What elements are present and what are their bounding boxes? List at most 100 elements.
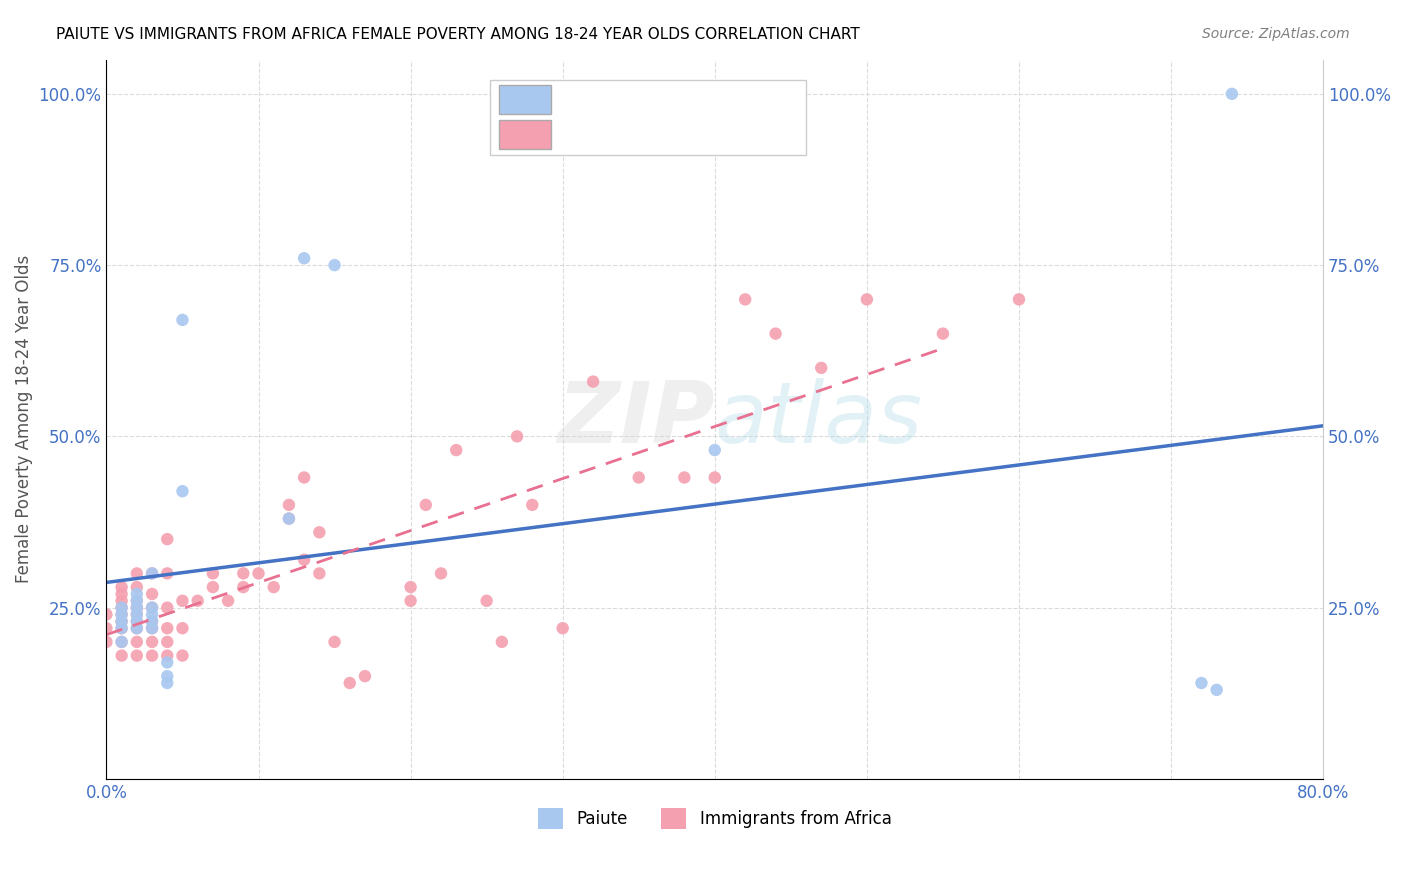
Y-axis label: Female Poverty Among 18-24 Year Olds: Female Poverty Among 18-24 Year Olds [15,255,32,583]
Legend: Paiute, Immigrants from Africa: Paiute, Immigrants from Africa [531,802,898,835]
Point [125,600,148,615]
Point [96,607,118,622]
Point [125,587,148,601]
Point [125,580,148,594]
Point [444,443,467,458]
Point [125,607,148,622]
Point [201,566,224,581]
Point [323,635,346,649]
Point [673,470,696,484]
Point [263,580,285,594]
Point [734,293,756,307]
Point [172,313,194,327]
Point [627,470,650,484]
Point [582,375,605,389]
Point [141,615,163,629]
Point [96,635,118,649]
Point [1220,87,1243,101]
Point [111,621,134,635]
Point [247,566,270,581]
Point [125,621,148,635]
Point [111,615,134,629]
Point [339,676,361,690]
Point [201,580,224,594]
Point [522,498,544,512]
Point [125,621,148,635]
Point [292,470,315,484]
Point [111,635,134,649]
Point [96,621,118,635]
Point [125,594,148,608]
Point [323,258,346,272]
Point [111,648,134,663]
Point [308,566,330,581]
Point [172,648,194,663]
Point [141,621,163,635]
Point [1008,293,1031,307]
Point [111,600,134,615]
Point [141,600,163,615]
Point [277,498,299,512]
Point [156,621,179,635]
Point [399,594,422,608]
Point [932,326,955,341]
Point [430,566,453,581]
Point [156,600,179,615]
Point [292,552,315,566]
Point [491,635,513,649]
Point [111,635,134,649]
Point [156,566,179,581]
Point [172,484,194,499]
Point [111,600,134,615]
Point [217,594,239,608]
Point [111,587,134,601]
Point [308,525,330,540]
Point [475,594,498,608]
Point [187,594,209,608]
Point [277,511,299,525]
Point [1191,676,1213,690]
Point [156,532,179,546]
Point [125,615,148,629]
Point [125,566,148,581]
Point [292,252,315,266]
Point [111,594,134,608]
Point [415,498,437,512]
Point [141,615,163,629]
Point [125,600,148,615]
Point [232,566,254,581]
Text: atlas: atlas [714,377,922,461]
Point [156,676,179,690]
Point [125,615,148,629]
Point [172,621,194,635]
Point [141,607,163,622]
Point [125,594,148,608]
Point [1205,682,1227,697]
Text: PAIUTE VS IMMIGRANTS FROM AFRICA FEMALE POVERTY AMONG 18-24 YEAR OLDS CORRELATIO: PAIUTE VS IMMIGRANTS FROM AFRICA FEMALE … [56,27,860,42]
Point [703,443,725,458]
Point [111,607,134,622]
Point [141,600,163,615]
Point [141,566,163,581]
Point [156,635,179,649]
Text: ZIP: ZIP [557,377,714,461]
Text: Source: ZipAtlas.com: Source: ZipAtlas.com [1202,27,1350,41]
Point [172,594,194,608]
Point [125,607,148,622]
Point [125,635,148,649]
Point [111,621,134,635]
Point [703,470,725,484]
Point [765,326,787,341]
Point [156,656,179,670]
Point [141,587,163,601]
Point [141,635,163,649]
Point [156,648,179,663]
Point [141,566,163,581]
Point [141,621,163,635]
Point [111,607,134,622]
Point [156,669,179,683]
Point [125,648,148,663]
Point [354,669,377,683]
Point [810,360,832,375]
Point [111,580,134,594]
